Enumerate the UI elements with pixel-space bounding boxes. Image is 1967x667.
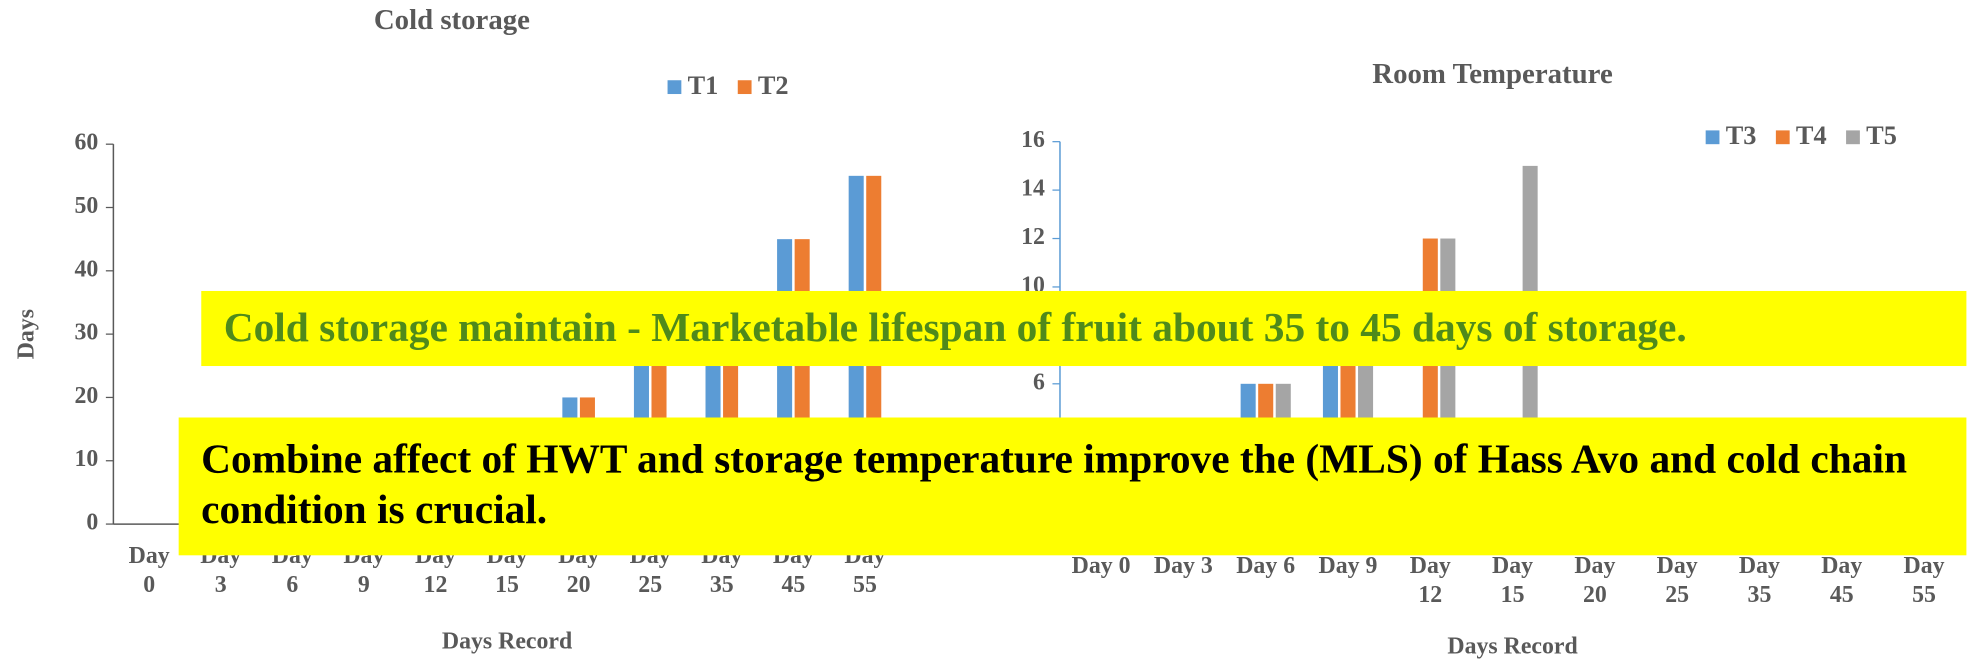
x-tick-label-box: Day 12: [1409, 552, 1451, 609]
y-tick-label: 50: [75, 193, 99, 219]
annotation: Cold storage maintain - Marketable lifes…: [201, 290, 1967, 367]
legend-label: T2: [758, 71, 789, 100]
x-axis-label: Days Record: [1447, 634, 1577, 660]
x-tick-label-box: Day 0: [1071, 552, 1131, 580]
y-tick-label: 10: [75, 446, 99, 472]
y-tick-label: 60: [75, 130, 99, 156]
y-tick-label: 12: [1021, 224, 1045, 250]
legend-swatch: [1846, 130, 1860, 145]
y-tick-label: 0: [86, 510, 98, 536]
legend-swatch: [1775, 130, 1790, 145]
x-tick-label: Day 35: [1738, 552, 1780, 609]
x-tick-label: Day 3: [1153, 552, 1213, 580]
x-tick-label-box: Day 15: [1492, 552, 1534, 609]
x-tick-label-box: Day 55: [1903, 552, 1945, 609]
legend-label: T4: [1796, 121, 1827, 150]
x-tick-label-box: Day 0: [128, 542, 170, 599]
y-axis-label: Days: [14, 309, 40, 359]
chart-title: Room Temperature: [1372, 58, 1613, 90]
legend-swatch: [1705, 130, 1720, 145]
y-tick-label: 30: [75, 320, 99, 346]
x-tick-label-box: Day 3: [1153, 552, 1213, 580]
x-tick-label: Day 25: [1656, 552, 1698, 609]
x-tick-label: Day 12: [1409, 552, 1451, 609]
x-axis-label: Days Record: [442, 629, 572, 655]
x-tick-label-box: Day 20: [1574, 552, 1616, 609]
annotation-box: Combine affect of HWT and storage temper…: [178, 417, 1967, 556]
y-tick-label: 6: [1033, 369, 1045, 395]
y-tick-label: 14: [1021, 176, 1045, 202]
x-tick-label-box: Day 45: [1821, 552, 1863, 609]
y-tick-label: 40: [75, 256, 99, 282]
x-tick-label: Day 6: [1236, 552, 1296, 580]
x-tick-label-box: Day 6: [1236, 552, 1296, 580]
x-tick-label: Day 45: [1821, 552, 1863, 609]
x-tick-label: Day 0: [128, 542, 170, 599]
x-tick-label: Day 0: [1071, 552, 1131, 580]
legend-label: T5: [1866, 121, 1897, 150]
annotation-box: Cold storage maintain - Marketable lifes…: [201, 290, 1967, 367]
y-tick-label: 20: [75, 383, 99, 409]
legend-swatch: [737, 80, 752, 95]
x-tick-label-box: Day 9: [1318, 552, 1378, 580]
x-tick-label: Day 20: [1574, 552, 1616, 609]
legend-label: T3: [1726, 121, 1757, 150]
chart-title: Cold storage: [374, 4, 530, 36]
x-tick-label-box: Day 25: [1656, 552, 1698, 609]
x-tick-label: Day 9: [1318, 552, 1378, 580]
legend-swatch: [667, 80, 682, 95]
x-tick-label: Day 15: [1492, 552, 1534, 609]
y-tick-label: 16: [1021, 127, 1045, 153]
annotation: Combine affect of HWT and storage temper…: [178, 417, 1967, 556]
legend-label: T1: [688, 71, 719, 100]
x-tick-label: Day 55: [1903, 552, 1945, 609]
x-tick-label-box: Day 35: [1738, 552, 1780, 609]
